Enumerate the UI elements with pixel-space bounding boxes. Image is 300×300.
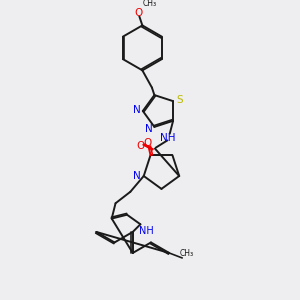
- Text: NH: NH: [139, 226, 154, 236]
- Text: CH₃: CH₃: [180, 249, 194, 258]
- Text: N: N: [133, 171, 141, 181]
- Text: NH: NH: [160, 133, 175, 142]
- Text: CH₃: CH₃: [143, 0, 157, 8]
- Text: O: O: [143, 138, 152, 148]
- Text: O: O: [134, 8, 143, 18]
- Text: S: S: [176, 95, 183, 105]
- Text: N: N: [133, 105, 141, 115]
- Text: N: N: [145, 124, 152, 134]
- Text: O: O: [136, 141, 145, 151]
